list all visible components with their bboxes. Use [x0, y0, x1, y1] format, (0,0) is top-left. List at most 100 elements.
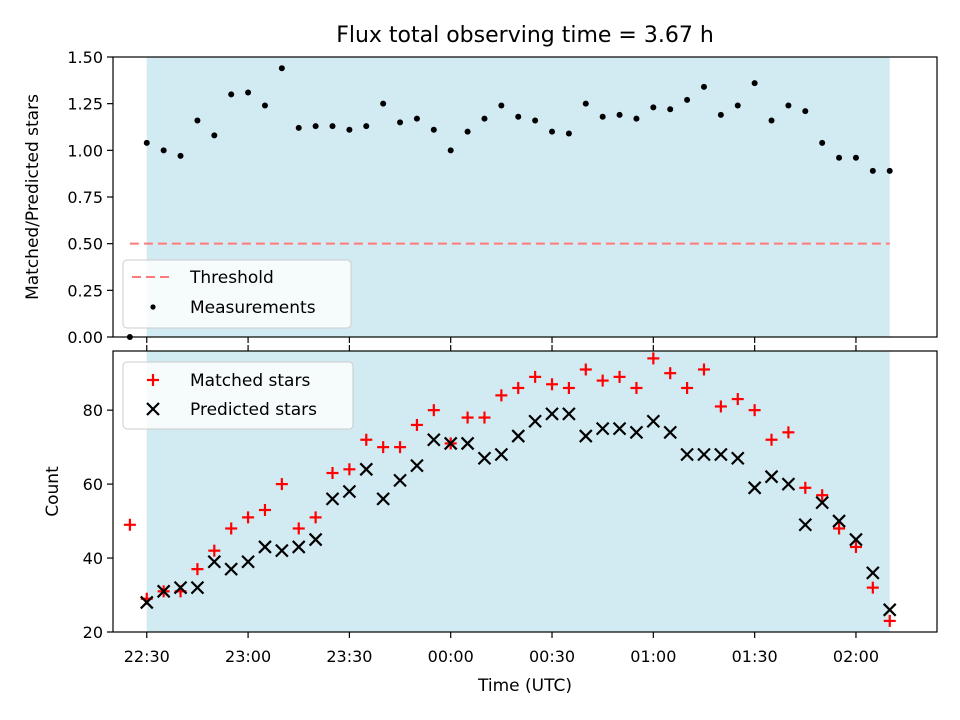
matched-star-point — [816, 489, 829, 502]
top-y-tick-label: 0.25 — [67, 281, 103, 300]
measurement-point — [295, 124, 302, 131]
predicted-star-point — [427, 432, 441, 447]
matched-star-point — [731, 393, 744, 406]
matched-star-point — [258, 503, 271, 516]
measurement-point — [633, 115, 640, 122]
x-axis-label: Time (UTC) — [477, 676, 572, 696]
matched-star-point — [478, 411, 491, 424]
bottom-axes-frame — [112, 350, 938, 633]
measurement-point — [278, 65, 285, 72]
top-panel: 0.00 0.25 0.50 0.75 1.00 1.25 1.50 Matched/Pre… — [23, 48, 938, 347]
measurement-point — [869, 167, 876, 174]
x-tick-label: 00:30 — [529, 647, 575, 666]
top-y-tick-label: 0.00 — [67, 328, 103, 347]
bottom-y-axis-label: Count — [43, 466, 63, 517]
top-measurement-points — [126, 65, 893, 340]
predicted-star-point — [730, 451, 745, 466]
matched-star-point — [833, 522, 846, 535]
predicted-star-point — [325, 492, 340, 506]
bottom-count-points — [123, 352, 897, 627]
legend-matched-label: Matched stars — [190, 371, 310, 391]
measurement-point — [177, 152, 184, 159]
predicted-star-point — [764, 469, 779, 484]
measurement-point — [363, 123, 370, 130]
predicted-star-point — [393, 473, 407, 488]
matched-star-point — [495, 389, 508, 402]
matched-star-point — [765, 433, 778, 446]
measurement-point — [565, 130, 572, 137]
x-tick-label: 01:30 — [732, 647, 778, 666]
top-y-tick-label: 1.25 — [67, 95, 103, 114]
measurement-point — [785, 102, 792, 109]
measurement-point — [734, 102, 741, 109]
matched-star-point — [292, 522, 305, 535]
measurement-point — [852, 154, 859, 161]
predicted-star-point — [511, 429, 526, 443]
predicted-star-point — [595, 421, 610, 436]
legend-predicted-swatch — [146, 402, 160, 416]
matched-star-point — [529, 370, 542, 383]
matched-star-point — [394, 441, 407, 454]
predicted-star-point — [832, 514, 846, 528]
predicted-star-point — [477, 451, 492, 466]
matched-star-point — [225, 522, 238, 535]
matched-star-point — [647, 352, 660, 365]
measurement-point — [886, 167, 893, 174]
legend-threshold-label: Threshold — [189, 268, 274, 288]
measurement-point — [430, 126, 437, 133]
predicted-star-point — [224, 562, 238, 576]
predicted-star-point — [291, 540, 306, 554]
matched-star-point — [697, 363, 710, 376]
matched-star-point — [630, 381, 643, 394]
measurement-point — [819, 139, 826, 146]
matched-star-point — [377, 441, 390, 454]
measurement-point — [194, 117, 201, 124]
predicted-star-point — [663, 425, 677, 440]
predicted-star-point — [680, 447, 694, 462]
x-tick-label: 23:30 — [326, 647, 372, 666]
bottom-panel: 20 40 60 80 22:30 23:00 23:30 00:00 00:30 01:00 0… — [43, 345, 938, 696]
predicted-star-point — [882, 603, 897, 617]
top-y-ticks: 0.00 0.25 0.50 0.75 1.00 1.25 1.50 — [67, 48, 113, 347]
matched-star-point — [512, 381, 525, 394]
legend-matched-swatch — [147, 374, 159, 386]
measurement-point — [464, 128, 471, 135]
matched-star-point — [309, 511, 322, 524]
x-tick-label: 22:30 — [124, 647, 170, 666]
matched-star-point — [461, 411, 474, 424]
predicted-star-point — [849, 532, 863, 547]
measurement-point — [312, 123, 319, 130]
matched-star-point — [326, 467, 339, 480]
measurement-point — [582, 100, 589, 107]
predicted-star-point — [173, 580, 188, 595]
predicted-star-point — [308, 532, 323, 547]
matched-star-point — [360, 433, 373, 446]
predicted-star-point — [545, 407, 559, 421]
measurement-point — [768, 117, 775, 124]
top-axes-frame — [112, 56, 938, 338]
predicted-star-point — [241, 554, 255, 569]
x-tick-label: 02:00 — [833, 647, 879, 666]
predicted-star-point — [781, 477, 796, 491]
predicted-star-point — [443, 436, 458, 451]
matched-star-point — [562, 381, 575, 394]
measurement-point — [515, 113, 522, 120]
matched-star-point — [714, 400, 727, 413]
predicted-star-point — [866, 566, 880, 580]
predicted-star-point — [697, 447, 711, 462]
predicted-star-point — [410, 458, 424, 473]
measurement-point — [211, 132, 218, 139]
matched-star-point — [866, 581, 879, 594]
matched-star-point — [427, 404, 440, 417]
predicted-star-point — [190, 580, 205, 595]
measurement-point — [228, 91, 235, 98]
matched-star-point — [849, 540, 862, 553]
matched-star-point — [596, 374, 609, 387]
measurement-point — [684, 96, 691, 103]
matched-star-point — [782, 426, 795, 439]
matched-star-point — [681, 381, 694, 394]
x-tick-label: 23:00 — [225, 647, 271, 666]
measurement-point — [802, 108, 809, 115]
x-tick-label: 01:00 — [630, 647, 676, 666]
bottom-y-tick-label: 20 — [83, 623, 103, 642]
